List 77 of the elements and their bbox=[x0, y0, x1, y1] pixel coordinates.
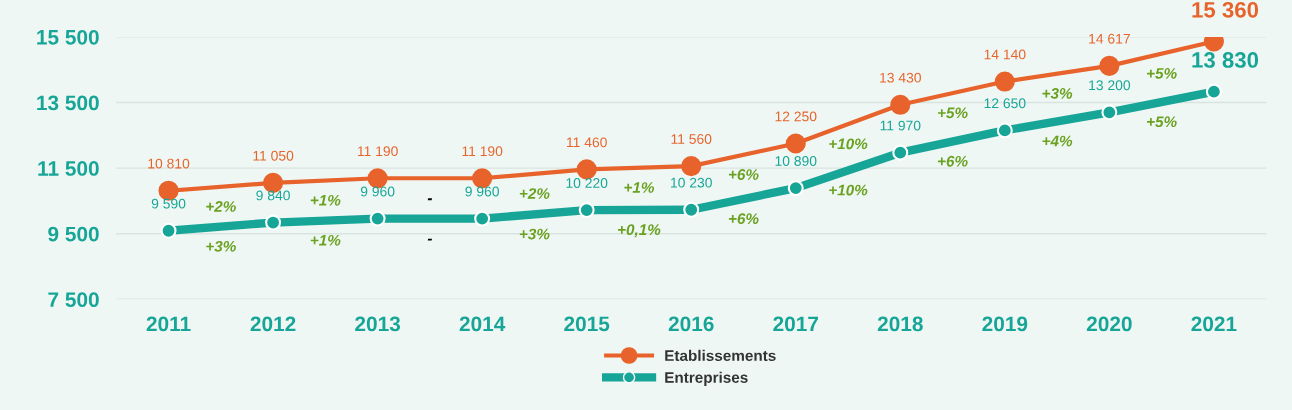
point bbox=[1205, 83, 1222, 100]
annotation: +3% bbox=[206, 240, 236, 252]
data-label: 13 830 bbox=[1192, 52, 1259, 68]
data-label: 13 430 bbox=[880, 72, 921, 83]
legend-label: Entreprises bbox=[665, 371, 748, 386]
data-label: 11 970 bbox=[880, 120, 921, 131]
point bbox=[996, 122, 1013, 139]
x-tick-label: 2013 bbox=[355, 316, 401, 332]
x-tick-label: 2020 bbox=[1086, 316, 1132, 332]
point bbox=[576, 159, 597, 180]
point bbox=[892, 144, 909, 161]
point bbox=[369, 210, 386, 227]
point bbox=[578, 202, 595, 219]
point bbox=[681, 156, 702, 177]
annotation: - bbox=[427, 198, 432, 201]
data-label: 9 840 bbox=[256, 190, 290, 201]
point bbox=[1099, 55, 1120, 76]
y-tick-label: 15 500 bbox=[37, 29, 99, 45]
annotation: +1% bbox=[310, 234, 341, 246]
annotation: +2% bbox=[206, 201, 236, 212]
annotation: +5% bbox=[1147, 68, 1177, 79]
point bbox=[785, 133, 806, 154]
annotation: +4% bbox=[1042, 135, 1073, 147]
data-label: 14 140 bbox=[984, 49, 1026, 60]
annotation: +10% bbox=[829, 184, 868, 196]
y-tick-label: 11 500 bbox=[38, 161, 99, 176]
point bbox=[1101, 104, 1118, 121]
x-tick-label: 2021 bbox=[1191, 316, 1237, 332]
data-label: 9 960 bbox=[360, 186, 395, 197]
x-tick-label: 2018 bbox=[877, 316, 923, 332]
data-label: 9 590 bbox=[151, 198, 186, 209]
x-tick-label: 2016 bbox=[668, 316, 714, 332]
data-label: 11 190 bbox=[462, 146, 503, 157]
x-tick-label: 2014 bbox=[459, 316, 506, 332]
annotation: +3% bbox=[1042, 87, 1073, 99]
point bbox=[994, 71, 1015, 92]
annotation: +1% bbox=[310, 194, 341, 206]
data-label: 14 617 bbox=[1089, 33, 1130, 44]
annotation: - bbox=[427, 238, 432, 241]
y-tick-label: 13 500 bbox=[37, 95, 99, 111]
annotation: +3% bbox=[519, 228, 550, 240]
annotation: +10% bbox=[829, 138, 868, 150]
data-label: 11 460 bbox=[567, 137, 607, 148]
x-tick-label: 2019 bbox=[982, 316, 1028, 332]
annotation: +6% bbox=[937, 155, 968, 167]
data-label: 15 360 bbox=[1192, 1, 1259, 18]
data-label: 11 560 bbox=[671, 134, 712, 144]
annotation: +0,1% bbox=[618, 224, 661, 238]
y-tick-label: 9 500 bbox=[48, 226, 99, 242]
data-label: 10 220 bbox=[566, 178, 608, 188]
point bbox=[160, 222, 177, 239]
data-label: 11 190 bbox=[357, 146, 398, 157]
data-label: 10 810 bbox=[148, 158, 190, 169]
data-label: 11 050 bbox=[253, 150, 294, 161]
data-label: 10 230 bbox=[671, 177, 712, 188]
point bbox=[683, 201, 700, 218]
data-label: 13 200 bbox=[1089, 80, 1131, 91]
annotation: +5% bbox=[937, 107, 968, 119]
data-label: 9 960 bbox=[465, 186, 499, 197]
data-label: 10 890 bbox=[775, 156, 817, 166]
annotation: +6% bbox=[728, 213, 759, 225]
data-label: 12 650 bbox=[984, 98, 1026, 109]
x-tick-label: 2011 bbox=[146, 316, 191, 332]
x-tick-label: 2012 bbox=[250, 316, 296, 332]
annotation: +2% bbox=[519, 188, 550, 199]
annotation: +6% bbox=[728, 169, 759, 180]
data-label: 12 250 bbox=[775, 111, 817, 122]
legend-label: Etablissements bbox=[665, 349, 776, 362]
x-tick-label: 2017 bbox=[773, 316, 819, 332]
x-tick-label: 2015 bbox=[564, 316, 610, 332]
annotation: +5% bbox=[1147, 116, 1177, 128]
y-tick-label: 7 500 bbox=[48, 292, 99, 308]
annotation: +1% bbox=[624, 182, 655, 193]
point bbox=[265, 214, 282, 231]
point bbox=[474, 210, 491, 227]
point bbox=[890, 94, 911, 115]
point bbox=[787, 180, 804, 197]
